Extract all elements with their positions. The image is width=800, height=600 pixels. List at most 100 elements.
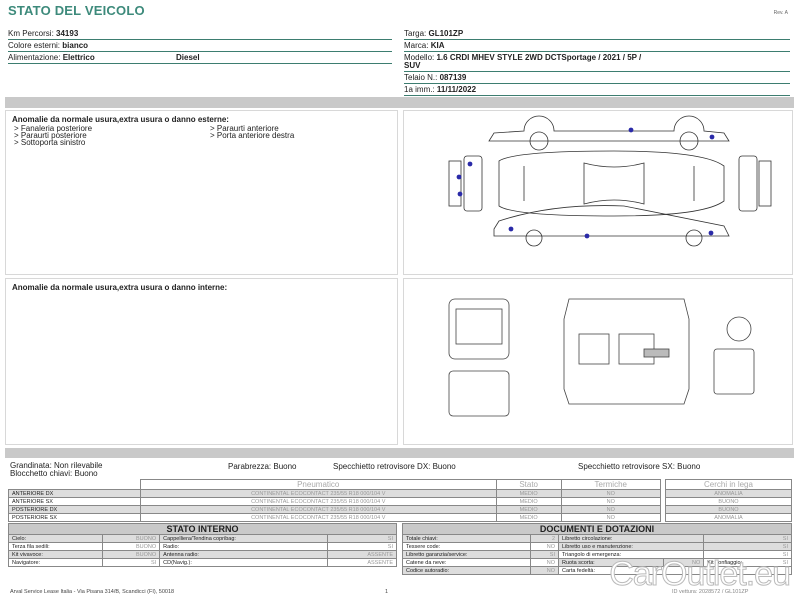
tyre-model: CONTINENTAL ECOCONTACT 235/55 R18 000/10… xyxy=(139,513,497,522)
label: Antenna radio: xyxy=(159,550,329,559)
value: NO xyxy=(529,542,560,551)
damage-marker xyxy=(709,134,715,140)
value: BUONO xyxy=(101,534,161,543)
tyre-pos: POSTERIORE SX xyxy=(8,513,141,522)
documenti-title: DOCUMENTI E DOTAZIONI xyxy=(402,523,792,535)
value: BUONO xyxy=(101,542,161,551)
damage-marker xyxy=(708,230,714,236)
grandinata: Grandinata: Non rilevabile xyxy=(10,461,103,470)
page-title: STATO DEL VEICOLO xyxy=(8,3,145,18)
value: ASSENTE xyxy=(327,550,397,559)
marca-row: Marca: KIA xyxy=(404,40,790,52)
section-divider xyxy=(5,448,794,458)
immatricolazione-row: 1a imm.: 11/11/2022 xyxy=(404,84,790,96)
value: SI xyxy=(703,534,792,543)
interior-damage-panel: Anomalie da normale usura,extra usura o … xyxy=(5,278,398,445)
tyre-model: CONTINENTAL ECOCONTACT 235/55 R18 000/10… xyxy=(139,505,497,514)
damage-item: > Porta anteriore destra xyxy=(210,131,295,140)
interior-title: Anomalie da normale usura,extra usura o … xyxy=(12,283,228,292)
damage-marker xyxy=(457,191,463,197)
value: SI xyxy=(327,542,397,551)
cerchi-value: BUONO xyxy=(665,505,792,514)
tyre-termiche: NO xyxy=(560,513,662,522)
stato-interno-table: STATO INTERNO Cielo: BUONO Cappelliera/Ten… xyxy=(8,523,397,567)
tyre-termiche: NO xyxy=(560,505,662,514)
parabrezza: Parabrezza: Buono xyxy=(228,462,297,471)
label: Codice autoradio: xyxy=(402,566,531,575)
label: Radio: xyxy=(159,542,329,551)
value: SI xyxy=(529,550,560,559)
tyre-pos: POSTERIORE DX xyxy=(8,505,141,514)
value: SI xyxy=(327,534,397,543)
tyre-stato: MEDIO xyxy=(495,489,562,498)
stato-interno-title: STATO INTERNO xyxy=(8,523,397,535)
tyre-pos: ANTERIORE DX xyxy=(8,489,141,498)
specchietto-dx: Specchietto retrovisore DX: Buono xyxy=(333,462,456,471)
blocchetto-chiavi: Blocchetto chiavi: Buono xyxy=(10,469,98,478)
tyre-model: CONTINENTAL ECOCONTACT 235/55 R18 000/10… xyxy=(139,497,497,506)
footer-address: Arval Service Lease Italia - Via Pisana … xyxy=(10,589,175,595)
tyre-model: CONTINENTAL ECOCONTACT 235/55 R18 000/10… xyxy=(139,489,497,498)
col-pneumatico: Pneumatico xyxy=(139,479,497,490)
cerchi-value: ANOMALIA xyxy=(665,489,792,498)
watermark-logo: CarOutlet.eu xyxy=(609,555,792,594)
car-exterior-diagram xyxy=(448,115,772,247)
label: Kit vivavoce: xyxy=(8,550,103,559)
label: CD(Navig.): xyxy=(159,558,329,567)
tyre-row: POSTERIORE DX CONTINENTAL ECOCONTACT 235/… xyxy=(8,505,662,514)
label: Tessere code: xyxy=(402,542,531,551)
damage-item: > Paraurti anteriore xyxy=(210,124,279,133)
label: Terza fila sedili: xyxy=(8,542,103,551)
value: SI xyxy=(101,558,161,567)
cerchi-table: Cerchi in lega ANOMALIA BUONO BUONO ANOM… xyxy=(665,479,792,522)
page-number: 1 xyxy=(385,589,389,595)
label: Totale chiavi: xyxy=(402,534,531,543)
tyres-table: Pneumatico Stato Termiche ANTERIORE DX CONT… xyxy=(8,479,662,522)
damage-markers xyxy=(456,127,715,239)
car-top-view xyxy=(488,115,730,142)
value: 2 xyxy=(529,534,560,543)
value: NO xyxy=(529,558,560,567)
damage-item: > Sottoporta sinistro xyxy=(14,138,86,147)
modello-cont: SUV xyxy=(404,60,790,72)
exterior-damage-panel: Anomalie da normale usura,extra usura o … xyxy=(5,110,398,275)
alimentazione-row: Alimentazione: Elettrico Diesel xyxy=(8,52,392,64)
car-side-view xyxy=(493,205,730,237)
exterior-title: Anomalie da normale usura,extra usura o … xyxy=(12,115,229,124)
damage-marker xyxy=(467,161,473,167)
value: BUONO xyxy=(101,550,161,559)
revision: Rev. A xyxy=(773,10,788,16)
colore-row: Colore esterni: bianco xyxy=(8,40,392,52)
damage-marker xyxy=(508,226,514,232)
label: Catene da neve: xyxy=(402,558,531,567)
tyre-stato: MEDIO xyxy=(495,505,562,514)
cerchi-value: BUONO xyxy=(665,497,792,506)
damage-item: > Fanaleria posteriore xyxy=(14,124,93,133)
telaio-row: Telaio N.: 087139 xyxy=(404,72,790,84)
damage-marker xyxy=(456,174,462,180)
car-interior-diagram xyxy=(448,298,755,417)
label: Libretto garanzia/service: xyxy=(402,550,531,559)
label: Carta fedeltà: xyxy=(558,566,792,575)
label: Navigatore: xyxy=(8,558,103,567)
documenti-table: DOCUMENTI E DOTAZIONI Totale chiavi: 2 Lib… xyxy=(402,523,792,575)
label: Cielo: xyxy=(8,534,103,543)
col-stato: Stato xyxy=(495,479,562,490)
tyre-row: ANTERIORE SX CONTINENTAL ECOCONTACT 235/5… xyxy=(8,497,662,506)
tyre-row: POSTERIORE SX CONTINENTAL ECOCONTACT 235/… xyxy=(8,513,662,522)
label: Libretto uso e manutenzione: xyxy=(557,542,705,551)
cerchi-value: ANOMALIA xyxy=(665,513,792,522)
value: SI xyxy=(703,542,792,551)
car-plan-view xyxy=(498,150,725,217)
tyre-pos: ANTERIORE SX xyxy=(8,497,141,506)
tyre-stato: MEDIO xyxy=(495,513,562,522)
exterior-diagram-panel xyxy=(403,110,793,275)
exterior-list-2: > Paraurti anteriore > Porta anteriore d… xyxy=(210,124,295,140)
col-cerchi: Cerchi in lega xyxy=(665,479,792,490)
damage-marker xyxy=(584,233,590,239)
modello-row: Modello: 1.6 CRDI MHEV STYLE 2WD DCTSpor… xyxy=(404,53,642,62)
label: Cappelliera/Tendina copribag: xyxy=(159,534,329,543)
damage-item: > Paraurti posteriore xyxy=(14,131,87,140)
value: NO xyxy=(529,566,560,575)
tyre-stato: MEDIO xyxy=(495,497,562,506)
